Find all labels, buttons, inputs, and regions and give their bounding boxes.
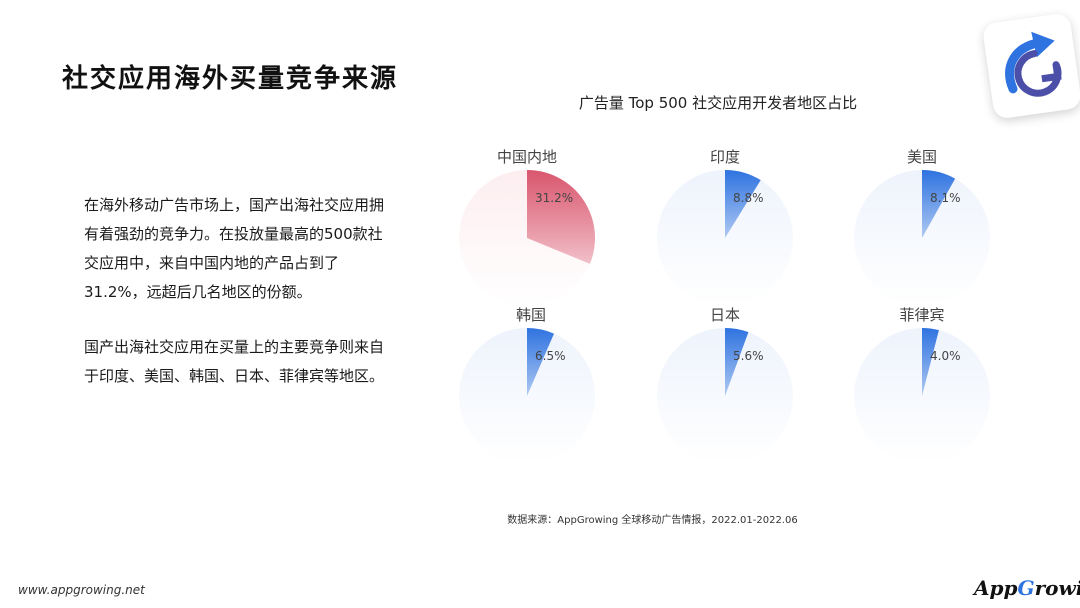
pie-region-label: 韩国 — [516, 306, 546, 324]
pie-slice — [922, 170, 956, 238]
pie-value-label: 8.8% — [733, 191, 764, 205]
page-title: 社交应用海外买量竞争来源 — [62, 64, 399, 94]
appgrowing-wordmark-logo: AppGrowing — [974, 576, 1080, 600]
pie-region-label: 菲律宾 — [899, 306, 944, 324]
pie-slice — [725, 328, 749, 396]
pie-region-label: 中国内地 — [497, 148, 557, 166]
pie-value-label: 6.5% — [535, 349, 566, 363]
pie-slice — [725, 170, 761, 238]
data-source-note: 数据来源：AppGrowing 全球移动广告情报，2022.01-2022.06 — [507, 515, 798, 526]
pie-value-label: 8.1% — [930, 191, 961, 205]
pie-region-label: 印度 — [710, 148, 740, 166]
appgrowing-badge-logo — [981, 12, 1080, 120]
pie-value-label: 31.2% — [535, 191, 573, 205]
pie-slice — [527, 169, 595, 264]
site-url: www.appgrowing.net — [18, 583, 145, 597]
pie-value-label: 4.0% — [930, 349, 961, 363]
chart-title: 广告量 Top 500 社交应用开发者地区占比 — [579, 94, 857, 112]
competition-paragraph: 国产出海社交应用在买量上的主要竞争则来自于印度、美国、韩国、日本、菲律宾等地区。 — [84, 338, 385, 385]
pie-slice — [527, 328, 555, 396]
pie-slice — [922, 328, 939, 396]
growth-arrow-icon — [1005, 31, 1062, 97]
pie-region-label: 日本 — [710, 306, 740, 324]
pie-value-label: 5.6% — [733, 349, 764, 363]
pie-region-label: 美国 — [907, 148, 937, 166]
intro-paragraph: 在海外移动广告市场上，国产出海社交应用拥有着强劲的竞争力。在投放量最高的500款… — [84, 196, 385, 301]
